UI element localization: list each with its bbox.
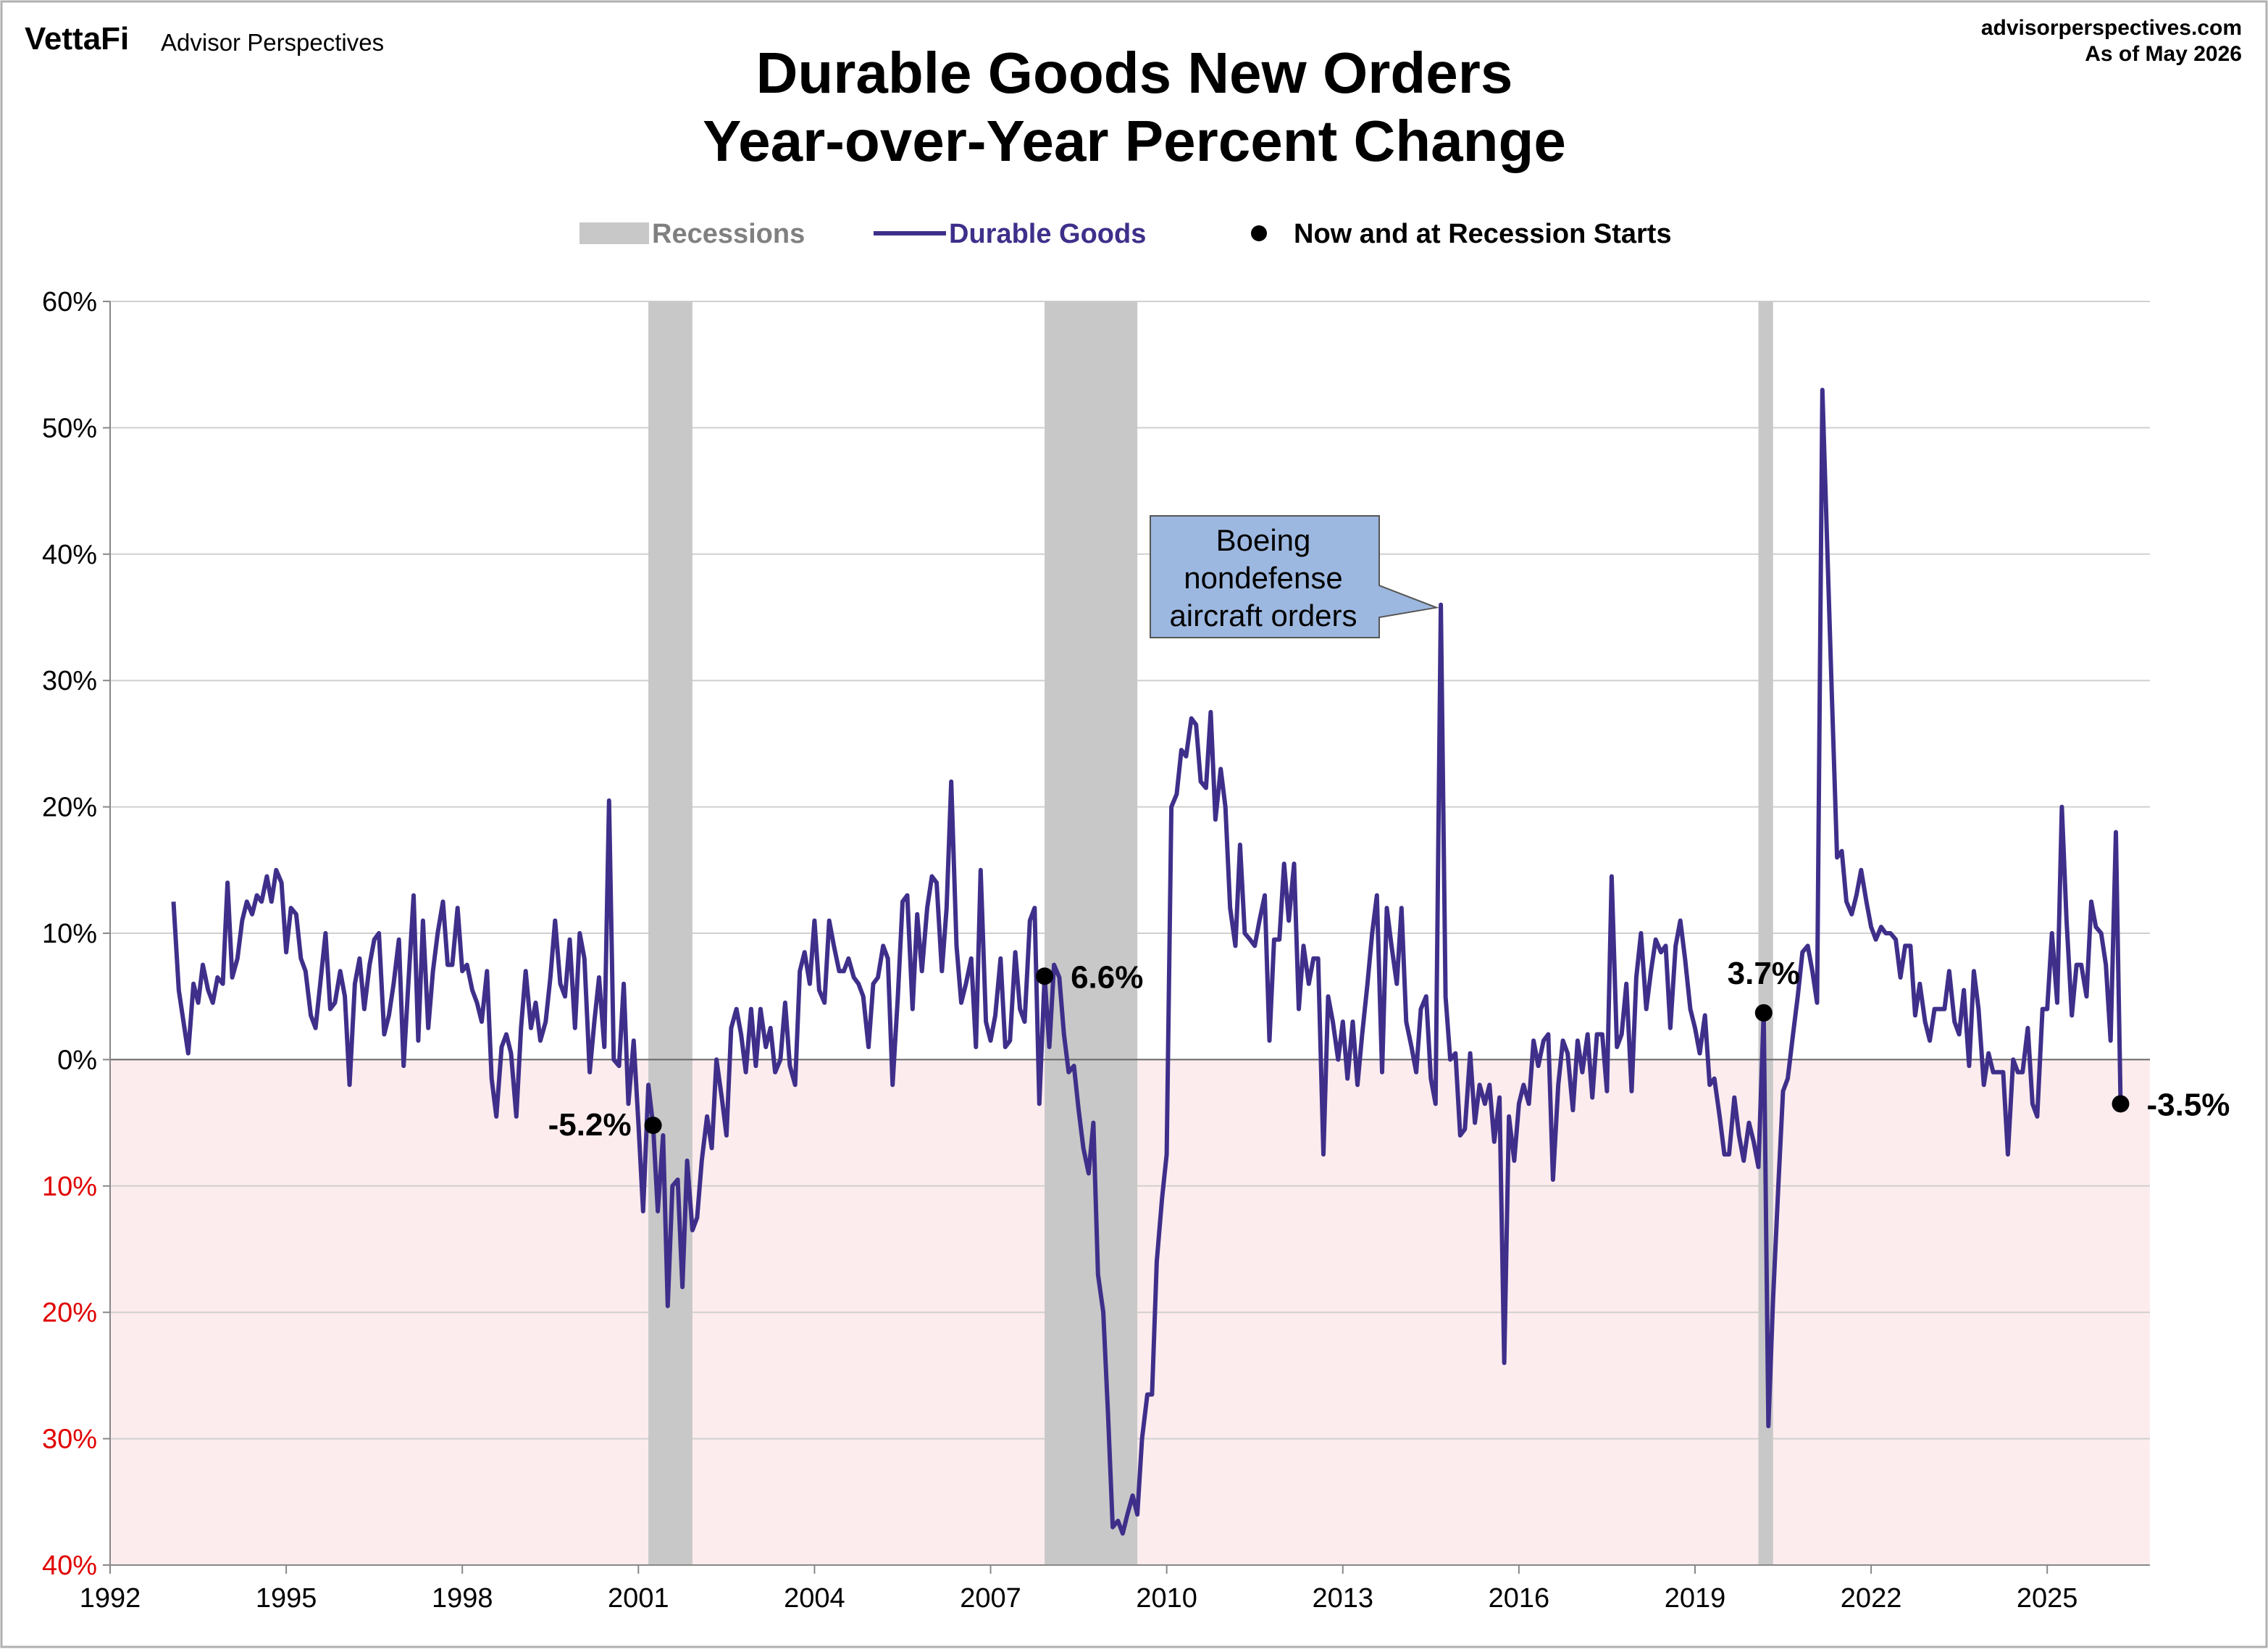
legend-series-label: Durable Goods xyxy=(949,219,1146,249)
y-tick-label: 60% xyxy=(42,287,97,317)
annotation-line-3: aircraft orders xyxy=(1169,598,1357,633)
x-tick-label: 1998 xyxy=(432,1583,493,1614)
legend-marker-swatch xyxy=(1251,225,1267,241)
x-tick-label: 2004 xyxy=(784,1583,845,1614)
x-tick-label: 2007 xyxy=(960,1583,1021,1614)
legend-recessions-label: Recessions xyxy=(652,219,805,249)
x-tick-label: 1992 xyxy=(80,1583,141,1614)
as-of-date: As of May 2026 xyxy=(2085,42,2242,66)
recession-band xyxy=(1045,301,1138,1565)
marker-label: -3.5% xyxy=(2146,1087,2230,1122)
x-tick-label: 1995 xyxy=(256,1583,317,1614)
marker-label: -5.2% xyxy=(548,1107,632,1143)
y-tick-label: 40% xyxy=(42,1551,97,1581)
legend: Recessions Durable Goods Now and at Rece… xyxy=(579,219,1672,249)
x-tick-label: 2016 xyxy=(1489,1583,1550,1614)
source-site: advisorperspectives.com xyxy=(1981,16,2242,40)
marker-point xyxy=(1754,1004,1773,1022)
y-tick-label: 50% xyxy=(42,413,97,443)
y-tick-label: 10% xyxy=(42,919,97,949)
marker-label: 3.7% xyxy=(1728,956,1800,991)
x-tick-label: 2025 xyxy=(2017,1583,2078,1614)
y-tick-label: 30% xyxy=(42,1424,97,1455)
marker-label: 6.6% xyxy=(1071,959,1143,995)
plot-area: 60%50%40%30%20%10%0%10%20%30%40%1992 1995… xyxy=(42,287,2230,1614)
annotation-callout: Boeing nondefense aircraft orders xyxy=(1150,515,1439,638)
recession-band xyxy=(1758,301,1773,1565)
annotation-line-2: nondefense xyxy=(1184,561,1343,595)
legend-markers-label: Now and at Recession Starts xyxy=(1294,219,1672,249)
x-tick-label: 2022 xyxy=(1841,1583,1902,1614)
marker-point xyxy=(2112,1095,2130,1113)
chart-title-line1: Durable Goods New Orders xyxy=(756,41,1513,105)
marker-point xyxy=(1036,967,1054,985)
x-tick-label: 2013 xyxy=(1312,1583,1373,1614)
x-tick-label: 2019 xyxy=(1665,1583,1726,1614)
marker-point xyxy=(644,1117,662,1135)
y-tick-label: 40% xyxy=(42,540,97,570)
y-tick-label: 30% xyxy=(42,666,97,696)
chart-title-line2: Year-over-Year Percent Change xyxy=(703,109,1566,173)
annotation-line-1: Boeing xyxy=(1216,523,1311,557)
y-tick-label: 10% xyxy=(42,1172,97,1202)
series-line-durable-goods xyxy=(171,388,2123,1536)
y-tick-label: 20% xyxy=(42,793,97,823)
brand-name: Advisor Perspectives xyxy=(161,29,384,56)
recession-band xyxy=(648,301,692,1565)
x-tick-label: 2010 xyxy=(1136,1583,1197,1614)
y-tick-label: 20% xyxy=(42,1298,97,1328)
y-tick-label: 0% xyxy=(57,1045,97,1075)
legend-recession-swatch xyxy=(579,222,649,244)
annotation-box xyxy=(1150,515,1439,638)
x-tick-label: 2001 xyxy=(608,1583,669,1614)
brand-logo: VettaFi xyxy=(25,21,129,57)
